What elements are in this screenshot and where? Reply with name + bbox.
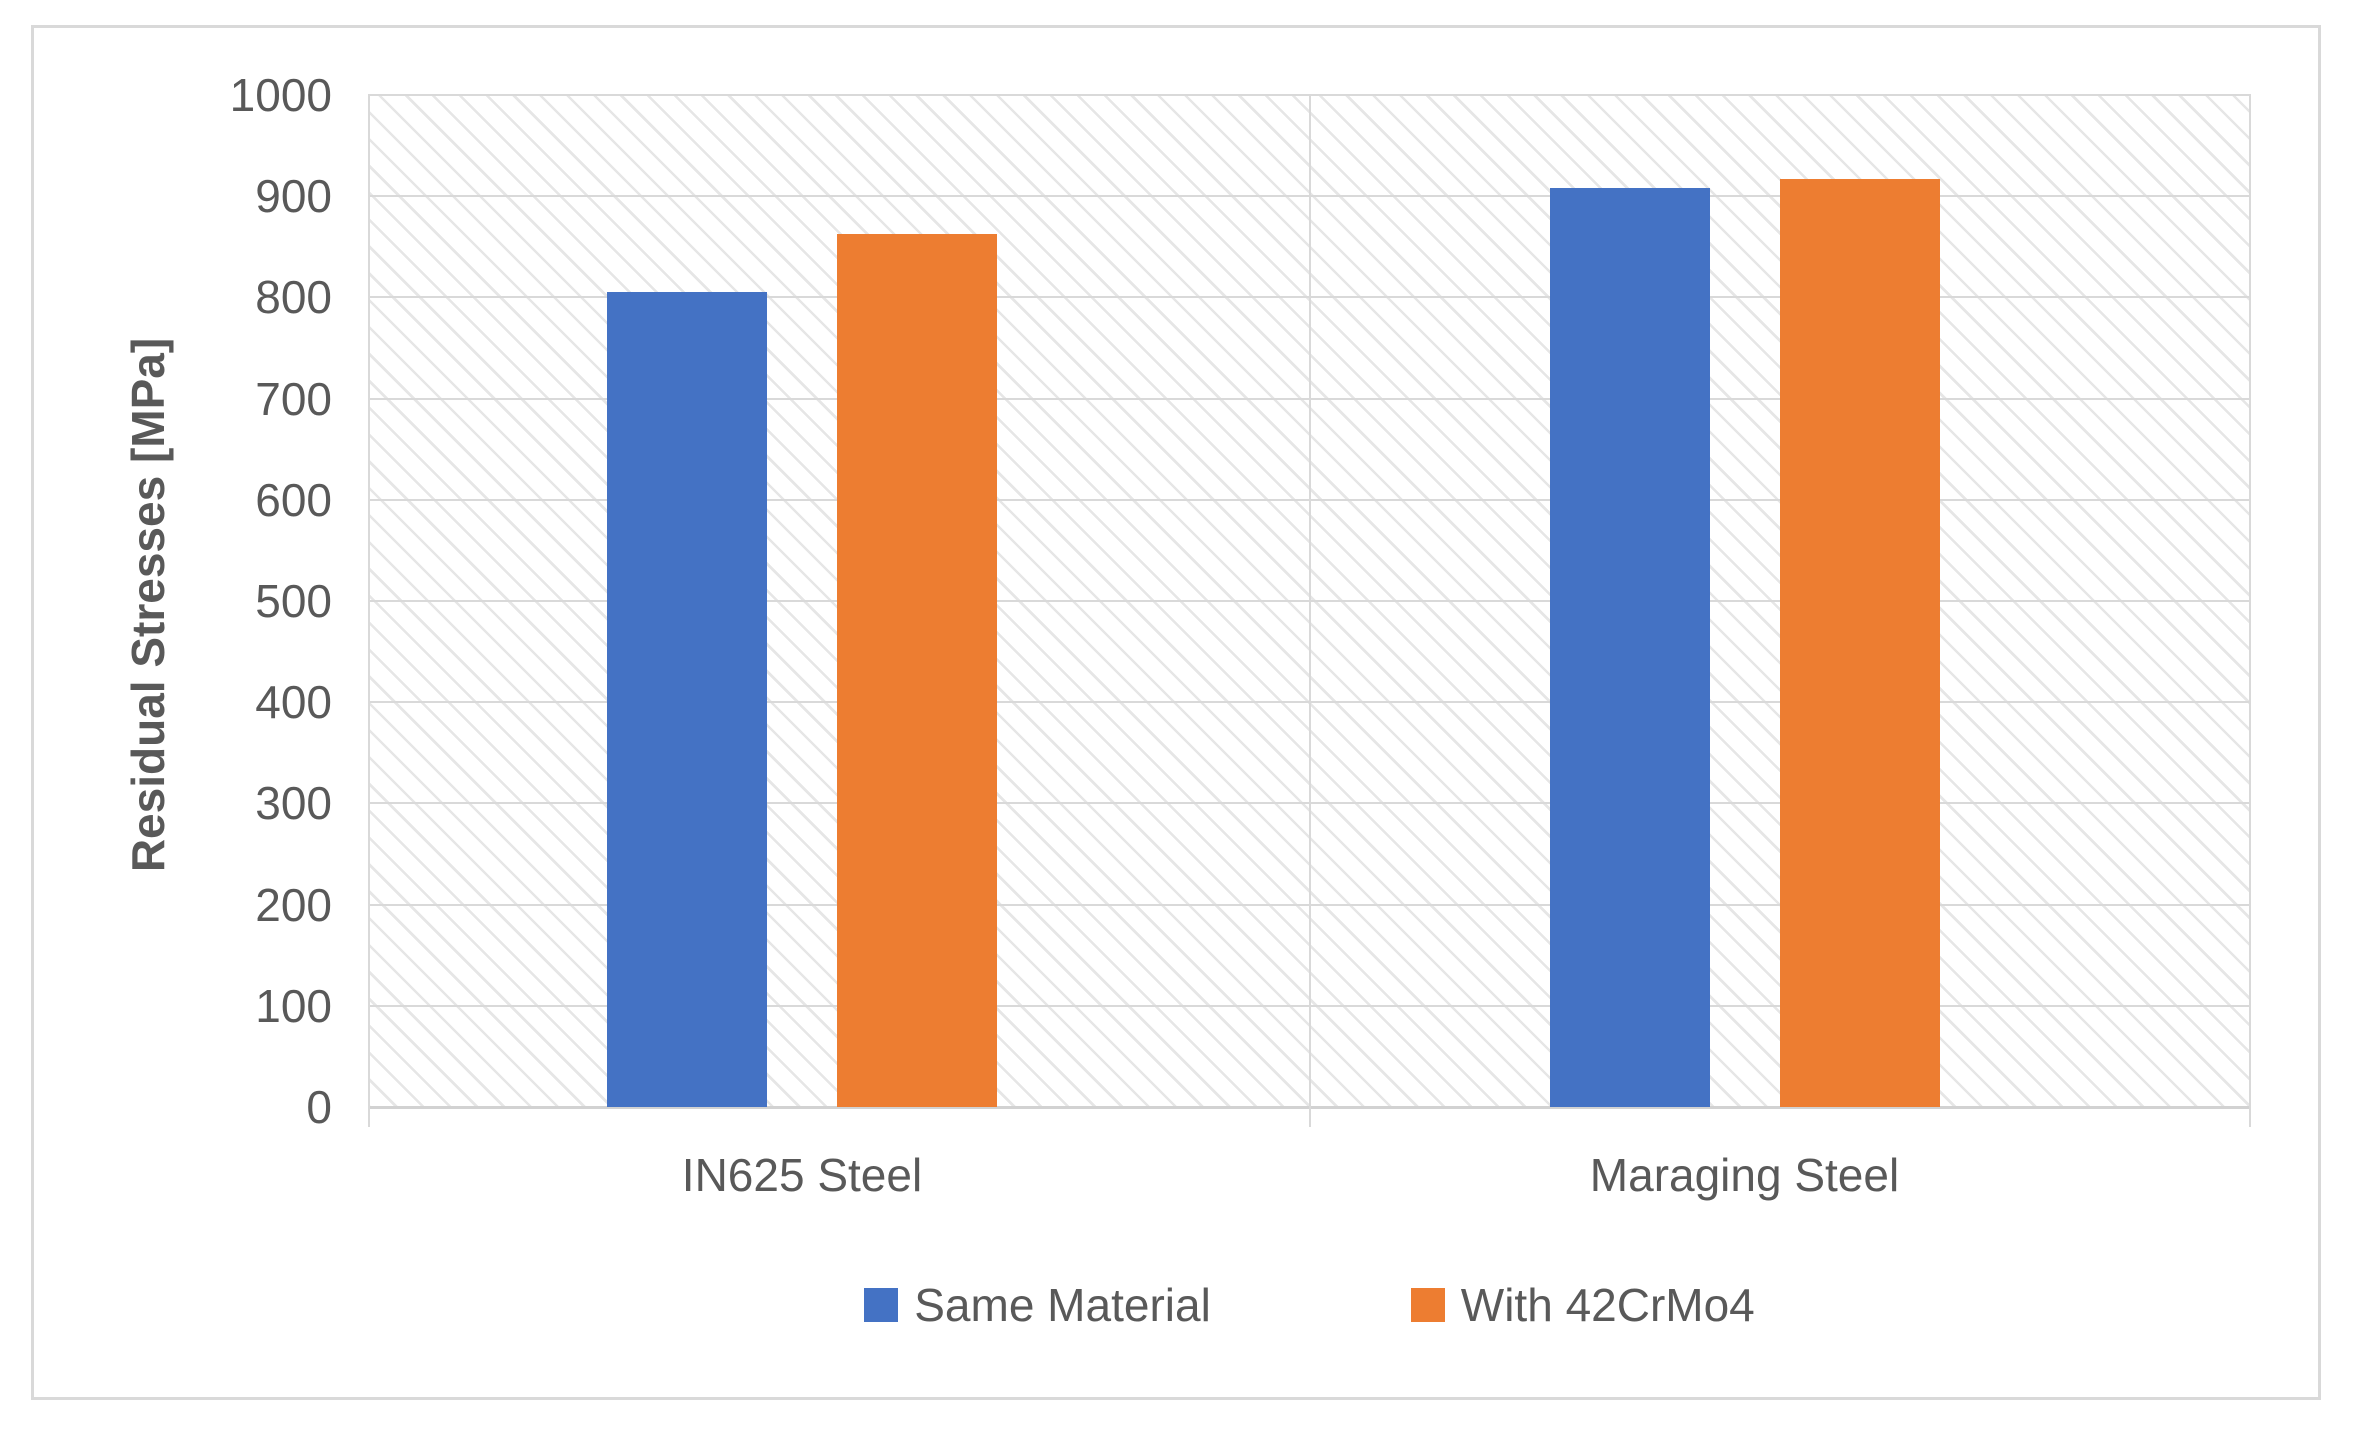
plot-border-line <box>2249 95 2251 1107</box>
category-label-in625-steel: IN625 Steel <box>681 1149 923 1201</box>
axis-tick-mark <box>1308 1107 1311 1127</box>
plot-border-line <box>368 95 370 1107</box>
y-axis-tick-label: 600 <box>255 473 332 526</box>
plot-area <box>368 94 2251 1109</box>
category-label-maraging-steel: Maraging Steel <box>1589 1149 1900 1201</box>
legend-label: With 42CrMo4 <box>1460 1279 1755 1331</box>
legend-swatch-icon <box>1410 1288 1445 1322</box>
legend-item-with-42crmo4: With 42CrMo4 <box>1410 1278 1755 1332</box>
y-axis-tick-label: 900 <box>255 170 332 223</box>
y-axis-tick-label: 200 <box>255 878 332 931</box>
bar-with-42crmo4-maraging-steel <box>1779 179 1940 1107</box>
y-axis-tick-label: 100 <box>255 979 332 1032</box>
category-separator-line <box>1308 95 1311 1107</box>
legend-swatch-icon <box>864 1288 899 1322</box>
bar-same-material-maraging-steel <box>1549 188 1710 1107</box>
bar-same-material-in625-steel <box>607 292 767 1107</box>
y-axis-tick-label: 400 <box>255 676 332 729</box>
y-axis-tick-label: 0 <box>306 1081 332 1133</box>
y-axis-tick-label: 800 <box>255 271 332 324</box>
bar-with-42crmo4-in625-steel <box>837 234 997 1107</box>
y-axis-tick-label: 700 <box>255 372 332 425</box>
y-axis-tick-label: 1000 <box>229 69 332 121</box>
legend-item-same-material: Same Material <box>864 1278 1211 1332</box>
legend-label: Same Material <box>914 1279 1211 1331</box>
axis-tick-mark <box>2249 1107 2251 1127</box>
axis-tick-mark <box>368 1107 370 1127</box>
y-axis-tick-label: 300 <box>255 777 332 830</box>
legend: Same Material With 42CrMo4 <box>368 1278 2251 1332</box>
y-axis-tick-label: 500 <box>255 575 332 627</box>
